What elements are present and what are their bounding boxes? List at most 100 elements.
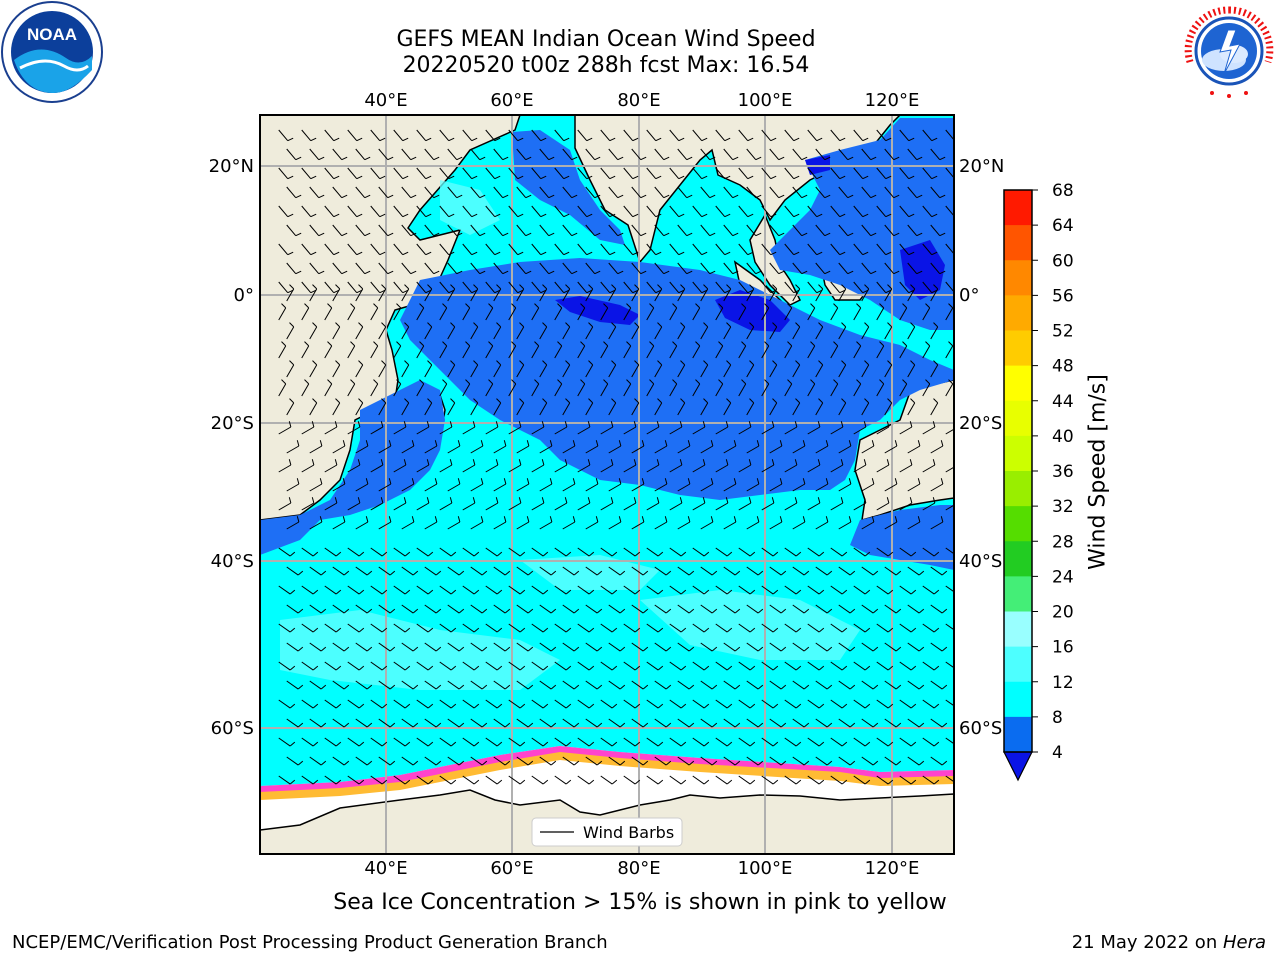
wind-barb <box>692 459 706 473</box>
footer-branch: NCEP/EMC/Verification Post Processing Pr… <box>12 932 608 953</box>
wind-barb <box>416 205 432 218</box>
wind-barb <box>470 398 479 416</box>
wind-barb <box>370 303 379 321</box>
wind-barb <box>600 661 618 671</box>
wind-barb <box>393 775 411 785</box>
wind-barb <box>884 680 902 690</box>
wind-barb <box>646 737 664 747</box>
wind-barb <box>577 341 586 359</box>
wind-barb <box>447 440 461 454</box>
wind-barb <box>508 775 526 785</box>
wind-barb <box>577 129 593 142</box>
wind-barb <box>646 623 664 633</box>
wind-barb <box>539 566 557 576</box>
lat-tick-right: 40°S <box>959 551 1002 572</box>
wind-barb <box>738 737 756 747</box>
wind-barb <box>631 322 640 340</box>
wind-barb <box>585 642 603 652</box>
wind-barb <box>416 243 432 256</box>
wind-barb <box>600 497 614 511</box>
wind-barb <box>531 775 549 785</box>
wind-barb <box>554 737 572 747</box>
wind-barb <box>485 205 501 218</box>
wind-barb <box>324 547 342 557</box>
wind-barb <box>585 360 594 378</box>
wind-barb <box>876 547 894 557</box>
wind-barb <box>922 341 931 359</box>
wind-barb <box>792 186 808 199</box>
wind-barb <box>424 642 442 652</box>
wind-barb <box>922 303 931 321</box>
wind-barb <box>401 224 417 237</box>
wind-barb <box>838 398 847 416</box>
wind-barb <box>485 775 503 785</box>
wind-barb <box>953 756 954 758</box>
wind-barb <box>424 360 433 378</box>
wind-barb <box>508 699 526 709</box>
wind-barb <box>930 284 939 302</box>
wind-barb <box>853 129 869 142</box>
noaa-logo: NOAA <box>1 1 103 103</box>
moderate-wind-patches <box>280 180 860 690</box>
wind-barb <box>738 547 756 557</box>
wind-barb <box>761 379 770 397</box>
colorbar-tick-label: 28 <box>1052 532 1074 552</box>
wind-barb <box>884 642 902 652</box>
wind-barb <box>508 623 526 633</box>
wind-barb <box>945 775 954 783</box>
wind-barb <box>493 360 502 378</box>
colorbar-segment <box>1004 225 1032 261</box>
wind-barb <box>769 360 778 378</box>
wind-barb <box>309 322 318 340</box>
wind-barb <box>769 398 778 416</box>
wind-barb <box>416 303 425 321</box>
wind-barb <box>646 775 664 785</box>
wind-barb <box>462 243 478 256</box>
wind-barb <box>738 205 754 218</box>
wind-barb <box>723 516 737 530</box>
wind-barb <box>516 680 534 690</box>
wind-barb <box>792 284 801 302</box>
wind-barb <box>608 284 617 302</box>
wind-barb <box>884 148 900 161</box>
wind-barb <box>692 547 710 557</box>
wind-barb <box>554 379 563 397</box>
wind-barb <box>347 379 356 397</box>
wind-barb <box>907 604 925 614</box>
wind-barb <box>416 379 425 397</box>
wind-barb <box>424 440 438 454</box>
wind-barb <box>608 360 617 378</box>
wind-barb <box>830 623 848 633</box>
wind-barb <box>746 604 764 614</box>
wind-barb <box>355 478 369 492</box>
wind-barb <box>424 718 442 728</box>
wind-barb <box>838 284 847 302</box>
wind-barb <box>539 398 548 416</box>
wind-barb <box>884 322 893 340</box>
wind-barb <box>278 585 296 595</box>
wind-barb <box>861 478 875 492</box>
wind-barb <box>470 148 486 161</box>
wind-barb <box>278 243 294 256</box>
wind-barb <box>907 566 925 576</box>
wind-barb <box>493 604 511 614</box>
wind-barb <box>470 440 484 454</box>
wind-barb <box>401 566 419 576</box>
wind-barb <box>401 642 419 652</box>
wind-barbs-legend: Wind Barbs <box>531 817 683 847</box>
wind-barb <box>324 129 340 142</box>
wind-barb <box>439 379 448 397</box>
wind-barb <box>792 642 810 652</box>
wind-barb <box>439 421 453 435</box>
wind-barb <box>508 341 517 359</box>
wind-barb <box>899 379 908 397</box>
wind-barb <box>815 398 824 416</box>
wind-barb <box>677 566 695 576</box>
wind-barb <box>531 167 547 180</box>
wind-barb <box>792 566 810 576</box>
wind-barb <box>562 718 580 728</box>
wind-barb <box>792 718 810 728</box>
wind-barb <box>324 243 340 256</box>
colorbar-tick-label: 24 <box>1052 567 1074 587</box>
wind-barb <box>493 284 502 302</box>
